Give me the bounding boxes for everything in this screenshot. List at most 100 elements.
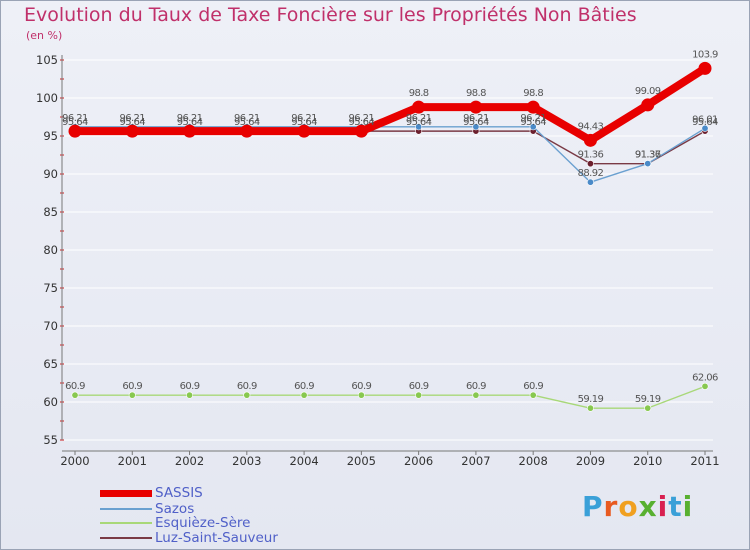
data-label-luz-saint-sauveur: 91.36 (578, 150, 604, 161)
x-tick-label: 2001 (118, 454, 147, 468)
y-tick-label: 65 (43, 357, 58, 371)
data-label-sassis: 98.8 (523, 88, 543, 99)
data-label-sassis: 98.8 (466, 88, 486, 99)
data-point-esquieze-sere (529, 391, 537, 399)
data-label-luz-saint-sauveur: 95.64 (234, 117, 260, 128)
data-label-luz-saint-sauveur: 95.64 (463, 117, 489, 128)
series-line-sazos (74, 126, 706, 183)
x-tick-label: 2007 (461, 454, 490, 468)
x-tick-label: 2006 (404, 454, 433, 468)
data-label-sazos: 96.21 (520, 113, 546, 124)
data-point-esquieze-sere (472, 391, 480, 399)
logo-letter: r (603, 490, 619, 523)
x-tick-label: 2009 (576, 454, 605, 468)
series-line-esquieze-sere (74, 385, 706, 409)
data-label-sazos: 96.21 (349, 113, 375, 124)
y-tick-label: 80 (43, 243, 58, 257)
series-line-sassis (71, 64, 709, 145)
data-label-esquieze-sere: 60.9 (237, 381, 257, 392)
x-tick-label: 2005 (347, 454, 376, 468)
y-tick-label: 60 (43, 395, 58, 409)
x-tick-label: 2004 (289, 454, 318, 468)
y-tick-label: 55 (43, 433, 58, 447)
x-tick-label: 2000 (60, 454, 89, 468)
data-label-luz-saint-sauveur: 95.64 (692, 117, 718, 128)
data-label-sazos: 96.21 (234, 113, 260, 124)
data-point-esquieze-sere (357, 391, 365, 399)
legend-label-luz-saint-sauveur: Luz-Saint-Sauveur (155, 530, 278, 546)
data-label-esquieze-sere: 59.19 (635, 394, 661, 405)
y-tick-label: 85 (43, 205, 58, 219)
data-point-luz-saint-sauveur (586, 160, 594, 168)
data-point-esquieze-sere (586, 404, 594, 412)
data-point-sassis (297, 124, 311, 138)
data-label-sazos: 96.21 (62, 113, 88, 124)
proxiti-logo: Proxiti (582, 490, 693, 523)
data-label-sazos: 91.37 (635, 150, 661, 161)
logo-letter: x (638, 490, 658, 523)
data-label-sassis: 103.9 (692, 49, 718, 60)
data-point-esquieze-sere (644, 404, 652, 412)
legend-swatch-esquieze-sere (100, 522, 152, 524)
legend-item-esquieze-sere: Esquièze-Sère (100, 515, 340, 531)
data-label-luz-saint-sauveur: 95.64 (291, 117, 317, 128)
legend-item-sazos: Sazos (100, 501, 340, 517)
data-point-esquieze-sere (243, 391, 251, 399)
data-point-sassis (125, 124, 139, 138)
legend-item-sassis: SASSIS (100, 485, 340, 501)
data-label-sassis: 99.09 (635, 86, 661, 97)
data-label-esquieze-sere: 60.9 (294, 381, 314, 392)
x-tick-label: 2002 (175, 454, 204, 468)
legend-label-sazos: Sazos (155, 501, 195, 517)
data-point-esquieze-sere (415, 391, 423, 399)
data-label-esquieze-sere: 62.06 (692, 372, 718, 383)
y-tick-label: 70 (43, 319, 58, 333)
data-label-esquieze-sere: 60.9 (122, 381, 142, 392)
y-tick-label: 100 (36, 91, 58, 105)
data-label-esquieze-sere: 60.9 (523, 381, 543, 392)
data-label-sassis: 98.8 (409, 88, 429, 99)
data-point-sazos (586, 178, 594, 186)
logo-letter: i (657, 490, 669, 523)
logo-letter: t (668, 490, 683, 523)
data-point-esquieze-sere (701, 382, 709, 390)
data-point-esquieze-sere (71, 391, 79, 399)
chart-unit-label: (en %) (26, 29, 63, 42)
data-label-esquieze-sere: 60.9 (409, 381, 429, 392)
data-point-esquieze-sere (128, 391, 136, 399)
data-point-sazos (701, 124, 709, 132)
logo-letter: o (618, 490, 639, 523)
data-label-esquieze-sere: 60.9 (466, 381, 486, 392)
data-label-esquieze-sere: 60.9 (180, 381, 200, 392)
data-label-esquieze-sere: 60.9 (351, 381, 371, 392)
data-label-sazos: 88.92 (578, 168, 604, 179)
data-label-luz-saint-sauveur: 95.64 (119, 117, 145, 128)
data-point-sassis (698, 61, 712, 75)
data-point-sazos (644, 160, 652, 168)
legend-item-luz-saint-sauveur: Luz-Saint-Sauveur (100, 530, 340, 546)
legend-swatch-sassis (100, 490, 152, 497)
data-label-esquieze-sere: 60.9 (65, 381, 85, 392)
data-label-sazos: 96.01 (692, 114, 718, 125)
data-label-sazos: 96.21 (291, 113, 317, 124)
data-point-sassis (354, 124, 368, 138)
x-tick-label: 2003 (232, 454, 261, 468)
y-tick-label: 95 (43, 129, 58, 143)
data-label-sazos: 96.21 (463, 113, 489, 124)
data-label-luz-saint-sauveur: 95.64 (62, 117, 88, 128)
data-label-luz-saint-sauveur: 95.64 (177, 117, 203, 128)
legend-swatch-luz-saint-sauveur (100, 537, 152, 539)
data-point-sazos (529, 123, 537, 131)
data-label-luz-saint-sauveur: 95.64 (520, 117, 546, 128)
data-label-sazos: 96.21 (406, 113, 432, 124)
x-tick-label: 2011 (690, 454, 719, 468)
data-point-sassis (583, 133, 597, 147)
logo-letter: P (582, 490, 604, 523)
data-label-esquieze-sere: 59.19 (578, 394, 604, 405)
data-point-sassis (469, 100, 483, 114)
data-point-sassis (68, 124, 82, 138)
data-label-luz-saint-sauveur: 95.64 (406, 117, 432, 128)
data-point-sazos (472, 123, 480, 131)
data-point-sassis (526, 100, 540, 114)
